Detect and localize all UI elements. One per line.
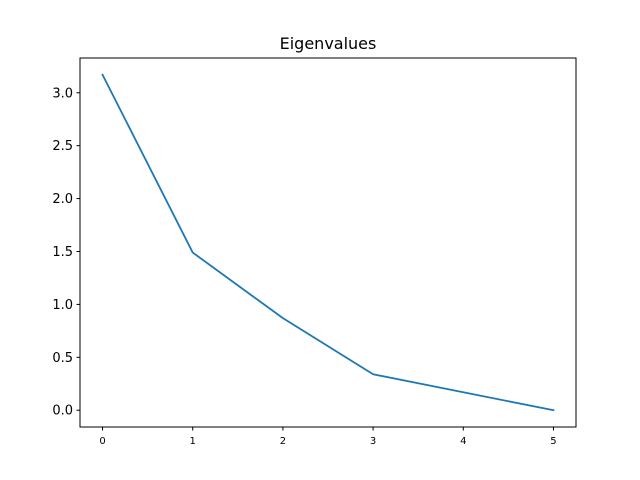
x-tick-label: 2 bbox=[280, 436, 286, 447]
x-axis: 0 1 2 3 4 5 bbox=[99, 427, 557, 447]
chart-title: Eigenvalues bbox=[280, 34, 377, 53]
y-tick-label: 1.0 bbox=[52, 298, 73, 313]
y-tick-label: 3.0 bbox=[52, 86, 73, 101]
x-tick-label: 4 bbox=[460, 436, 466, 447]
y-tick-label: 0.0 bbox=[52, 404, 73, 419]
y-tick-label: 1.5 bbox=[52, 245, 73, 260]
x-tick-label: 1 bbox=[190, 436, 196, 447]
y-tick-label: 2.0 bbox=[52, 192, 73, 207]
y-tick-label: 2.5 bbox=[52, 139, 73, 154]
x-tick-label: 0 bbox=[99, 436, 105, 447]
y-tick-label: 0.5 bbox=[52, 351, 73, 366]
series-layer bbox=[101, 73, 555, 412]
series-line-0 bbox=[101, 73, 555, 412]
x-tick-label: 5 bbox=[550, 436, 556, 447]
x-tick-label: 3 bbox=[370, 436, 376, 447]
y-axis: 0.0 0.5 1.0 1.5 2.0 2.5 3.0 bbox=[52, 86, 80, 419]
plot-area-frame bbox=[79, 57, 577, 428]
